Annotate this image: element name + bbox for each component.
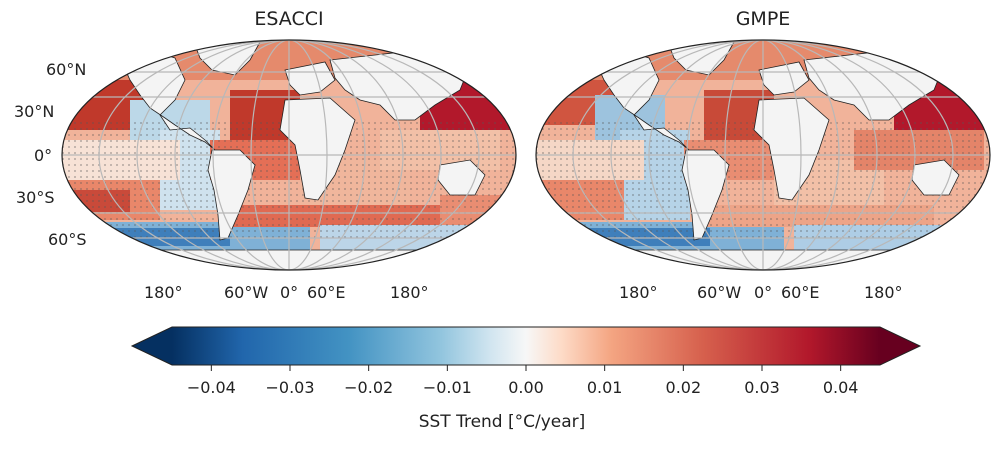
colorbar-tick-label: 0.00: [508, 378, 544, 397]
colorbar-tick-label: −0.04: [186, 378, 236, 397]
colorbar-tick-label: 0.04: [822, 378, 859, 397]
graticule-esacci: [62, 40, 516, 270]
graticule-gmpe: [536, 40, 990, 270]
lon-label-left-60e: 60°E: [307, 283, 346, 302]
panel-title-esacci: ESACCI: [254, 8, 324, 30]
panel-title-gmpe: GMPE: [735, 8, 791, 30]
colorbar-tick-label: 0.02: [665, 378, 702, 397]
colorbar-tick-label: −0.02: [344, 378, 394, 397]
map-outline-gmpe: [535, 39, 991, 271]
lon-label-right-60w: 60°W: [697, 283, 742, 302]
colorbar-tick-label: 0.03: [744, 378, 780, 397]
lat-label-60n: 60°N: [46, 60, 87, 79]
lat-label-60s: 60°S: [48, 230, 87, 249]
lon-label-left-0: 0°: [280, 283, 299, 302]
colorbar-extend-high: [880, 327, 920, 365]
lon-label-left-180e: 180°: [390, 283, 429, 302]
lon-label-left-60w: 60°W: [224, 283, 269, 302]
lon-label-right-60e: 60°E: [781, 283, 820, 302]
lon-label-right-180w: 180°: [619, 283, 658, 302]
lat-label-30n: 30°N: [14, 102, 55, 121]
lon-label-left-180w: 180°: [144, 283, 183, 302]
lon-label-right-0: 0°: [754, 283, 773, 302]
lat-label-0: 0°: [34, 146, 53, 165]
colorbar: [130, 326, 922, 371]
colorbar-title: SST Trend [°C/year]: [418, 412, 586, 432]
lat-label-30s: 30°S: [16, 188, 55, 207]
colorbar-tick-label: −0.01: [422, 378, 472, 397]
map-outline-esacci: [61, 39, 517, 271]
colorbar-tick-label: −0.03: [265, 378, 315, 397]
colorbar-tick-label: 0.01: [586, 378, 623, 397]
colorbar-extend-low: [132, 327, 172, 365]
lon-label-right-180e: 180°: [864, 283, 903, 302]
